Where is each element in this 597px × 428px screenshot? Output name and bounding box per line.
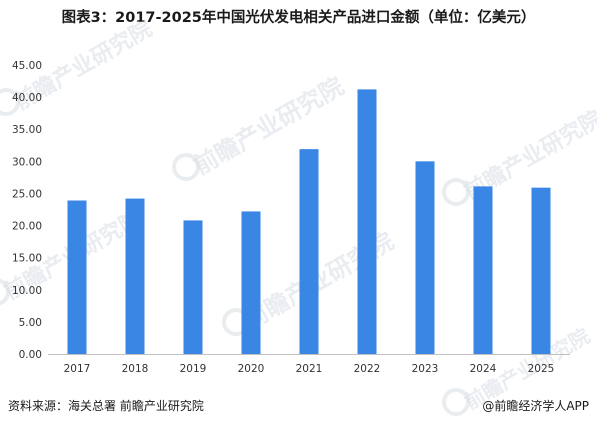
brand-note: @前瞻经济学人APP bbox=[482, 399, 589, 413]
qianzhan-logo-icon bbox=[442, 178, 470, 206]
bars-group bbox=[67, 89, 551, 354]
y-tick-label: 5.00 bbox=[19, 317, 42, 329]
qianzhan-logo-icon bbox=[0, 278, 10, 306]
watermark-text: 前瞻产业研究院 bbox=[189, 72, 348, 180]
x-tick-label: 2022 bbox=[354, 363, 381, 375]
bar bbox=[183, 220, 203, 354]
x-tick-label: 2025 bbox=[528, 363, 555, 375]
x-axis: 2017 2018 2019 2020 2021 2022 2023 2024 2025 bbox=[48, 354, 570, 375]
source-note: 资料来源：海关总署 前瞻产业研究院 bbox=[8, 399, 204, 413]
y-tick-label: 20.00 bbox=[12, 221, 42, 233]
qianzhan-logo-icon bbox=[172, 153, 200, 181]
qianzhan-logo-icon bbox=[442, 388, 470, 416]
bar bbox=[67, 200, 87, 354]
x-tick-label: 2023 bbox=[412, 363, 439, 375]
y-tick-label: 0.00 bbox=[19, 349, 42, 361]
bar bbox=[357, 89, 377, 354]
qianzhan-logo-icon bbox=[0, 88, 20, 116]
x-tick-label: 2017 bbox=[64, 363, 91, 375]
y-tick-label: 45.00 bbox=[12, 60, 42, 72]
chart-title: 图表3：2017-2025年中国光伏发电相关产品进口金额（单位：亿美元） bbox=[61, 10, 536, 26]
y-tick-label: 40.00 bbox=[12, 92, 42, 104]
bar bbox=[125, 198, 145, 354]
y-tick-label: 25.00 bbox=[12, 188, 42, 200]
x-tick-label: 2019 bbox=[180, 363, 207, 375]
bar bbox=[299, 149, 319, 354]
x-tick-label: 2021 bbox=[296, 363, 323, 375]
bar bbox=[241, 211, 261, 354]
x-tick-label: 2020 bbox=[238, 363, 265, 375]
y-tick-label: 35.00 bbox=[12, 124, 42, 136]
x-tick-label: 2018 bbox=[122, 363, 149, 375]
y-tick-label: 10.00 bbox=[12, 285, 42, 297]
y-axis: 0.00 5.00 10.00 15.00 20.00 25.00 30.00 35.00 40… bbox=[12, 60, 42, 361]
y-tick-label: 15.00 bbox=[12, 253, 42, 265]
x-tick-label: 2024 bbox=[470, 363, 497, 375]
bar bbox=[415, 161, 435, 354]
bar bbox=[531, 187, 551, 354]
y-tick-label: 30.00 bbox=[12, 156, 42, 168]
bar bbox=[473, 186, 493, 354]
